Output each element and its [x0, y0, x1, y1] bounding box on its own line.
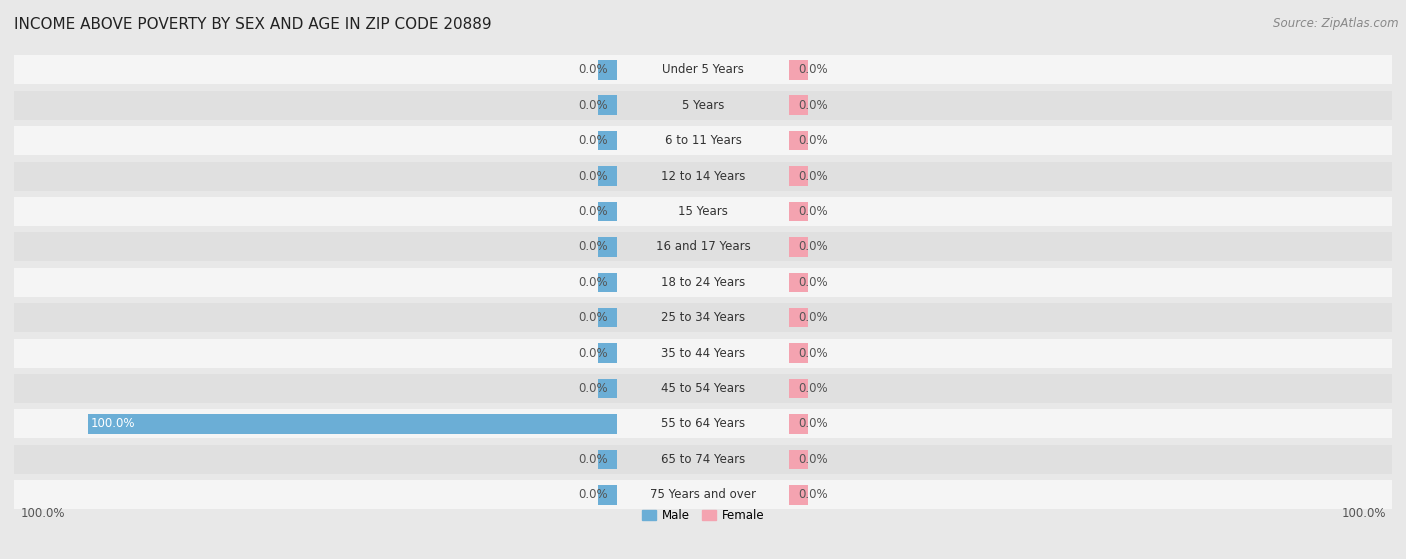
Bar: [789, 60, 807, 79]
Bar: [789, 167, 807, 186]
Text: 25 to 34 Years: 25 to 34 Years: [661, 311, 745, 324]
Text: 0.0%: 0.0%: [578, 489, 607, 501]
Text: 0.0%: 0.0%: [799, 63, 828, 76]
Bar: [0, 55, 1406, 84]
Text: 16 and 17 Years: 16 and 17 Years: [655, 240, 751, 253]
Bar: [0, 339, 1406, 368]
Text: 0.0%: 0.0%: [578, 134, 607, 147]
Bar: [789, 131, 807, 150]
Text: 100.0%: 100.0%: [1341, 506, 1386, 520]
Text: 6 to 11 Years: 6 to 11 Years: [665, 134, 741, 147]
Bar: [0, 91, 1406, 120]
Bar: [0, 268, 1406, 297]
Bar: [0, 480, 1406, 509]
Bar: [87, 414, 617, 434]
Bar: [599, 167, 617, 186]
Bar: [789, 237, 807, 257]
Bar: [789, 449, 807, 469]
Text: 0.0%: 0.0%: [799, 489, 828, 501]
Text: 5 Years: 5 Years: [682, 99, 724, 112]
Bar: [599, 96, 617, 115]
Bar: [789, 414, 807, 434]
Text: 0.0%: 0.0%: [799, 169, 828, 183]
Text: INCOME ABOVE POVERTY BY SEX AND AGE IN ZIP CODE 20889: INCOME ABOVE POVERTY BY SEX AND AGE IN Z…: [14, 17, 492, 32]
Text: 75 Years and over: 75 Years and over: [650, 489, 756, 501]
Bar: [0, 303, 1406, 332]
Text: 0.0%: 0.0%: [799, 347, 828, 359]
Text: 0.0%: 0.0%: [799, 99, 828, 112]
Bar: [789, 379, 807, 398]
Legend: Male, Female: Male, Female: [637, 504, 769, 527]
Text: 45 to 54 Years: 45 to 54 Years: [661, 382, 745, 395]
Text: 12 to 14 Years: 12 to 14 Years: [661, 169, 745, 183]
Text: 0.0%: 0.0%: [578, 347, 607, 359]
Bar: [599, 485, 617, 505]
Text: Source: ZipAtlas.com: Source: ZipAtlas.com: [1274, 17, 1399, 30]
Bar: [599, 131, 617, 150]
Bar: [599, 202, 617, 221]
Text: 0.0%: 0.0%: [578, 169, 607, 183]
Text: 0.0%: 0.0%: [578, 99, 607, 112]
Bar: [0, 162, 1406, 191]
Bar: [599, 273, 617, 292]
Bar: [789, 273, 807, 292]
Bar: [599, 308, 617, 328]
Bar: [599, 237, 617, 257]
Text: 0.0%: 0.0%: [578, 63, 607, 76]
Text: 0.0%: 0.0%: [799, 311, 828, 324]
Text: 0.0%: 0.0%: [799, 418, 828, 430]
Text: 100.0%: 100.0%: [91, 418, 135, 430]
Text: 55 to 64 Years: 55 to 64 Years: [661, 418, 745, 430]
Text: 100.0%: 100.0%: [20, 506, 65, 520]
Text: 0.0%: 0.0%: [578, 453, 607, 466]
Bar: [0, 197, 1406, 226]
Bar: [0, 126, 1406, 155]
Bar: [789, 485, 807, 505]
Bar: [0, 445, 1406, 474]
Text: 0.0%: 0.0%: [799, 276, 828, 289]
Text: 35 to 44 Years: 35 to 44 Years: [661, 347, 745, 359]
Bar: [0, 233, 1406, 262]
Bar: [789, 96, 807, 115]
Bar: [0, 409, 1406, 438]
Bar: [599, 60, 617, 79]
Text: 0.0%: 0.0%: [799, 205, 828, 218]
Text: 0.0%: 0.0%: [799, 382, 828, 395]
Text: 18 to 24 Years: 18 to 24 Years: [661, 276, 745, 289]
Text: 0.0%: 0.0%: [799, 240, 828, 253]
Text: 0.0%: 0.0%: [578, 276, 607, 289]
Text: 0.0%: 0.0%: [578, 382, 607, 395]
Text: 0.0%: 0.0%: [578, 311, 607, 324]
Text: 0.0%: 0.0%: [799, 453, 828, 466]
Bar: [0, 374, 1406, 403]
Text: 15 Years: 15 Years: [678, 205, 728, 218]
Bar: [599, 343, 617, 363]
Text: Under 5 Years: Under 5 Years: [662, 63, 744, 76]
Text: 0.0%: 0.0%: [578, 205, 607, 218]
Bar: [599, 379, 617, 398]
Text: 0.0%: 0.0%: [578, 240, 607, 253]
Text: 0.0%: 0.0%: [799, 134, 828, 147]
Bar: [789, 202, 807, 221]
Text: 65 to 74 Years: 65 to 74 Years: [661, 453, 745, 466]
Bar: [789, 343, 807, 363]
Bar: [599, 449, 617, 469]
Bar: [789, 308, 807, 328]
